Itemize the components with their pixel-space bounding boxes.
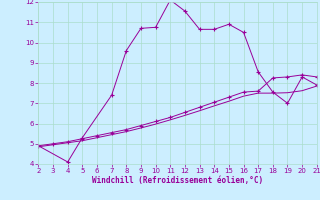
X-axis label: Windchill (Refroidissement éolien,°C): Windchill (Refroidissement éolien,°C) bbox=[92, 176, 263, 185]
